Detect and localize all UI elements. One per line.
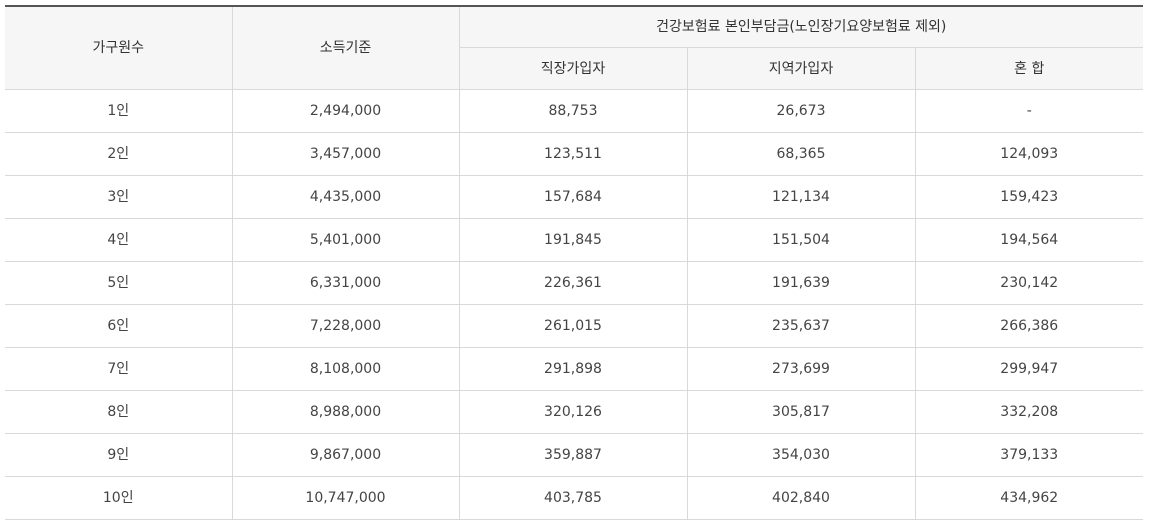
cell-income-standard: 8,108,000 <box>231 347 460 391</box>
cell-regional-premium: 68,365 <box>686 132 916 176</box>
table-body: 1인 2,494,000 88,753 26,673-2인 3,457,000 123,5… <box>5 89 1143 520</box>
cell-regional-premium: 402,840 <box>686 476 916 520</box>
header-premium-group: 건강보험료 본인부담금(노인장기요양보험료 제외) <box>458 5 1143 48</box>
cell-employee-premium: 123,511 <box>458 132 688 176</box>
cell-household-size: 9인 <box>5 433 233 477</box>
cell-employee-premium: 191,845 <box>458 218 688 262</box>
table-row: 1인 2,494,000 88,753 26,673- <box>5 89 1143 133</box>
cell-regional-premium: 273,699 <box>686 347 916 391</box>
header-household-size: 가구원수 <box>5 5 233 90</box>
table-row: 7인 8,108,000 291,898 273,699 299,947 <box>5 347 1143 391</box>
cell-household-size: 6인 <box>5 304 233 348</box>
cell-income-standard: 3,457,000 <box>231 132 460 176</box>
income-premium-table: 가구원수 소득기준 건강보험료 본인부담금(노인장기요양보험료 제외) 직장가입… <box>5 5 1143 520</box>
cell-employee-premium: 226,361 <box>458 261 688 305</box>
cell-regional-premium: 151,504 <box>686 218 916 262</box>
cell-income-standard: 9,867,000 <box>231 433 460 477</box>
cell-income-standard: 2,494,000 <box>231 89 460 133</box>
cell-household-size: 2인 <box>5 132 233 176</box>
cell-household-size: 7인 <box>5 347 233 391</box>
cell-mixed-premium: 332,208 <box>914 390 1143 434</box>
cell-household-size: 1인 <box>5 89 233 133</box>
cell-employee-premium: 261,015 <box>458 304 688 348</box>
table-row: 10인 10,747,000 403,785 402,840 434,962 <box>5 476 1143 520</box>
cell-mixed-premium: 194,564 <box>914 218 1143 262</box>
cell-mixed-premium: 379,133 <box>914 433 1143 477</box>
cell-employee-premium: 291,898 <box>458 347 688 391</box>
cell-income-standard: 4,435,000 <box>231 175 460 219</box>
cell-household-size: 8인 <box>5 390 233 434</box>
cell-regional-premium: 354,030 <box>686 433 916 477</box>
table-row: 3인 4,435,000 157,684 121,134 159,423 <box>5 175 1143 219</box>
cell-income-standard: 6,331,000 <box>231 261 460 305</box>
cell-employee-premium: 88,753 <box>458 89 688 133</box>
cell-income-standard: 5,401,000 <box>231 218 460 262</box>
cell-regional-premium: 26,673 <box>686 89 916 133</box>
header-income-standard: 소득기준 <box>231 5 460 90</box>
table-row: 8인 8,988,000 320,126 305,817 332,208 <box>5 390 1143 434</box>
table-row: 2인 3,457,000 123,511 68,365 124,093 <box>5 132 1143 176</box>
cell-regional-premium: 235,637 <box>686 304 916 348</box>
cell-mixed-premium: 266,386 <box>914 304 1143 348</box>
header-employee: 직장가입자 <box>459 47 688 90</box>
cell-household-size: 10인 <box>5 476 233 520</box>
cell-mixed-premium: 159,423 <box>914 175 1143 219</box>
table-row: 4인 5,401,000 191,845 151,504 194,564 <box>5 218 1143 262</box>
header-row-top: 가구원수 소득기준 건강보험료 본인부담금(노인장기요양보험료 제외) <box>5 5 1143 90</box>
cell-employee-premium: 403,785 <box>458 476 688 520</box>
table-header: 가구원수 소득기준 건강보험료 본인부담금(노인장기요양보험료 제외) 직장가입… <box>5 5 1143 90</box>
header-mixed: 혼 합 <box>914 47 1143 90</box>
cell-employee-premium: 157,684 <box>458 175 688 219</box>
cell-regional-premium: 121,134 <box>686 175 916 219</box>
cell-household-size: 5인 <box>5 261 233 305</box>
table-row: 6인 7,228,000 261,015 235,637 266,386 <box>5 304 1143 348</box>
table-row: 5인 6,331,000 226,361 191,639 230,142 <box>5 261 1143 305</box>
cell-regional-premium: 305,817 <box>686 390 916 434</box>
table-row: 9인 9,867,000 359,887 354,030 379,133 <box>5 433 1143 477</box>
header-regional: 지역가입자 <box>686 47 916 90</box>
cell-employee-premium: 359,887 <box>458 433 688 477</box>
cell-employee-premium: 320,126 <box>458 390 688 434</box>
cell-mixed-premium: 434,962 <box>914 476 1143 520</box>
cell-income-standard: 7,228,000 <box>231 304 460 348</box>
cell-mixed-premium: 124,093 <box>914 132 1143 176</box>
cell-income-standard: 10,747,000 <box>231 476 460 520</box>
cell-mixed-premium: 230,142 <box>914 261 1143 305</box>
cell-income-standard: 8,988,000 <box>231 390 460 434</box>
cell-household-size: 3인 <box>5 175 233 219</box>
cell-regional-premium: 191,639 <box>686 261 916 305</box>
cell-mixed-premium: 299,947 <box>914 347 1143 391</box>
cell-mixed-premium: - <box>914 89 1143 133</box>
cell-household-size: 4인 <box>5 218 233 262</box>
